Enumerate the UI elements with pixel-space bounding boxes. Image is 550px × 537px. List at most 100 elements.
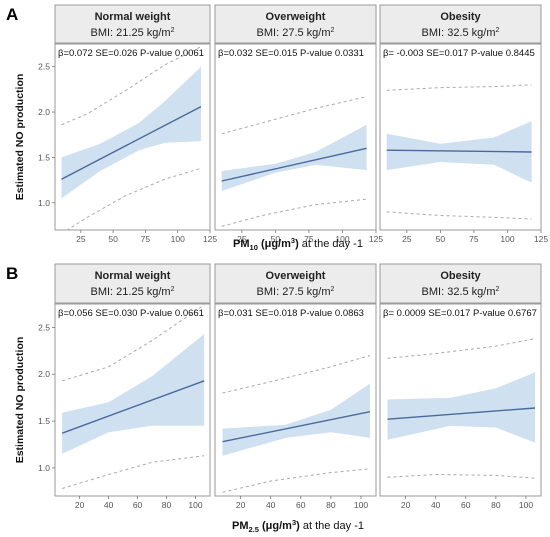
x-tick-label: 50 <box>271 234 281 244</box>
prediction-upper-line <box>221 96 367 135</box>
plot-area <box>61 304 205 489</box>
x-tick-label: 40 <box>431 500 441 510</box>
stat-annotation: β= 0.0009 SE=0.017 P-value 0.6767 <box>383 308 537 319</box>
x-tick-label: 20 <box>75 500 85 510</box>
x-title-unit: (μg/m <box>261 238 291 250</box>
confidence-band <box>61 66 201 199</box>
prediction-lower-line <box>221 198 367 227</box>
prediction-lower-line <box>222 468 371 493</box>
x-tick-label: 25 <box>237 234 247 244</box>
subplot-obesity: Obesity BMI: 32.5 kg/m2 β= 0.0009 SE=0.017… <box>379 263 542 510</box>
x-title-subscript: 2.5 <box>248 525 258 534</box>
x-title-pm: PM <box>232 520 249 532</box>
x-tick-label: 20 <box>401 500 411 510</box>
x-title-rest: at the day -1 <box>300 520 364 532</box>
prediction-lower-line <box>66 167 202 230</box>
x-tick-label: 75 <box>304 234 314 244</box>
strip-header <box>54 4 211 44</box>
prediction-upper-line <box>386 84 532 91</box>
y-tick-label: 2.5 <box>38 322 50 332</box>
panel-letter: A <box>6 5 18 24</box>
strip-bmi: BMI: 32.5 kg/m2 <box>422 286 500 298</box>
x-tick-label: 60 <box>296 500 306 510</box>
fitted-line <box>386 149 532 153</box>
strip-title: Overweight <box>266 11 326 23</box>
x-tick-label: 100 <box>500 234 514 244</box>
subplot-normal-weight: Normal weight BMI: 21.25 kg/m2 β=0.072 SE=… <box>38 4 217 244</box>
strip-bmi: BMI: 21.25 kg/m2 <box>91 286 175 298</box>
x-tick-label: 40 <box>266 500 276 510</box>
prediction-lower-line <box>387 473 536 479</box>
x-tick-label: 75 <box>141 234 151 244</box>
confidence-band <box>62 334 205 454</box>
plot-area <box>61 46 202 230</box>
bmi-superscript: 2 <box>171 27 175 34</box>
panel-letter: B <box>6 264 18 283</box>
x-tick-label: 50 <box>108 234 118 244</box>
bmi-superscript: 2 <box>496 286 500 293</box>
x-tick-label: 125 <box>203 234 217 244</box>
x-title-unit-close: ) <box>295 238 299 250</box>
fitted-line <box>221 147 367 182</box>
x-title-unit: (μg/m <box>262 520 292 532</box>
strip-header <box>379 4 542 44</box>
strip-title: Obesity <box>440 11 481 23</box>
bmi-text: BMI: 32.5 kg/m <box>422 27 496 39</box>
prediction-lower-line <box>62 455 205 489</box>
prediction-upper-line <box>61 46 202 126</box>
prediction-lower-line <box>386 211 532 220</box>
bmi-text: BMI: 27.5 kg/m <box>257 27 331 39</box>
x-tick-label: 60 <box>133 500 143 510</box>
plot-area <box>221 96 367 227</box>
y-tick-label: 1.5 <box>38 416 50 426</box>
stat-annotation: β=0.032 SE=0.015 P-value 0.0331 <box>218 48 364 59</box>
confidence-band <box>221 124 367 191</box>
x-tick-label: 40 <box>104 500 114 510</box>
stat-annotation: β= -0.003 SE=0.017 P-value 0.8445 <box>383 48 535 59</box>
x-title-superscript: 3 <box>291 236 295 245</box>
x-tick-label: 50 <box>436 234 446 244</box>
x-tick-label: 100 <box>354 500 368 510</box>
prediction-upper-line <box>387 338 536 359</box>
x-title-superscript: 3 <box>292 518 296 527</box>
subplot-obesity: Obesity BMI: 32.5 kg/m2 β= -0.003 SE=0.017… <box>379 4 548 244</box>
plot-area <box>386 84 532 220</box>
strip-title: Normal weight <box>95 270 171 282</box>
bmi-superscript: 2 <box>171 286 175 293</box>
x-tick-label: 100 <box>188 500 202 510</box>
x-title-unit-close: ) <box>296 520 300 532</box>
fitted-line <box>387 407 536 420</box>
strip-title: Overweight <box>266 270 326 282</box>
x-tick-label: 80 <box>326 500 336 510</box>
fitted-line <box>61 105 202 180</box>
x-tick-label: 20 <box>236 500 246 510</box>
strip-title: Normal weight <box>95 11 171 23</box>
strip-bmi: BMI: 27.5 kg/m2 <box>257 27 335 39</box>
strip-header <box>214 263 377 304</box>
plot-area <box>387 338 536 479</box>
y-tick-label: 1.0 <box>38 198 50 208</box>
x-tick-label: 125 <box>369 234 383 244</box>
y-tick-label: 1.0 <box>38 463 50 473</box>
x-tick-label: 125 <box>534 234 548 244</box>
bmi-text: BMI: 27.5 kg/m <box>257 286 331 298</box>
x-tick-label: 80 <box>491 500 501 510</box>
strip-bmi: BMI: 27.5 kg/m2 <box>257 286 335 298</box>
strip-title: Obesity <box>440 270 481 282</box>
subplot-normal-weight: Normal weight BMI: 21.25 kg/m2 β=0.056 SE=… <box>38 263 211 510</box>
strip-bmi: BMI: 21.25 kg/m2 <box>91 27 175 39</box>
prediction-upper-line <box>62 304 205 382</box>
x-tick-label: 100 <box>171 234 185 244</box>
y-tick-label: 1.5 <box>38 152 50 162</box>
prediction-upper-line <box>222 355 371 394</box>
strip-header <box>379 263 542 304</box>
x-tick-label: 100 <box>335 234 349 244</box>
strip-header <box>214 4 377 44</box>
bmi-text: BMI: 21.25 kg/m <box>91 27 171 39</box>
x-tick-label: 100 <box>519 500 533 510</box>
x-title-subscript: 10 <box>250 243 258 252</box>
strip-header <box>54 263 211 304</box>
bmi-superscript: 2 <box>331 27 335 34</box>
